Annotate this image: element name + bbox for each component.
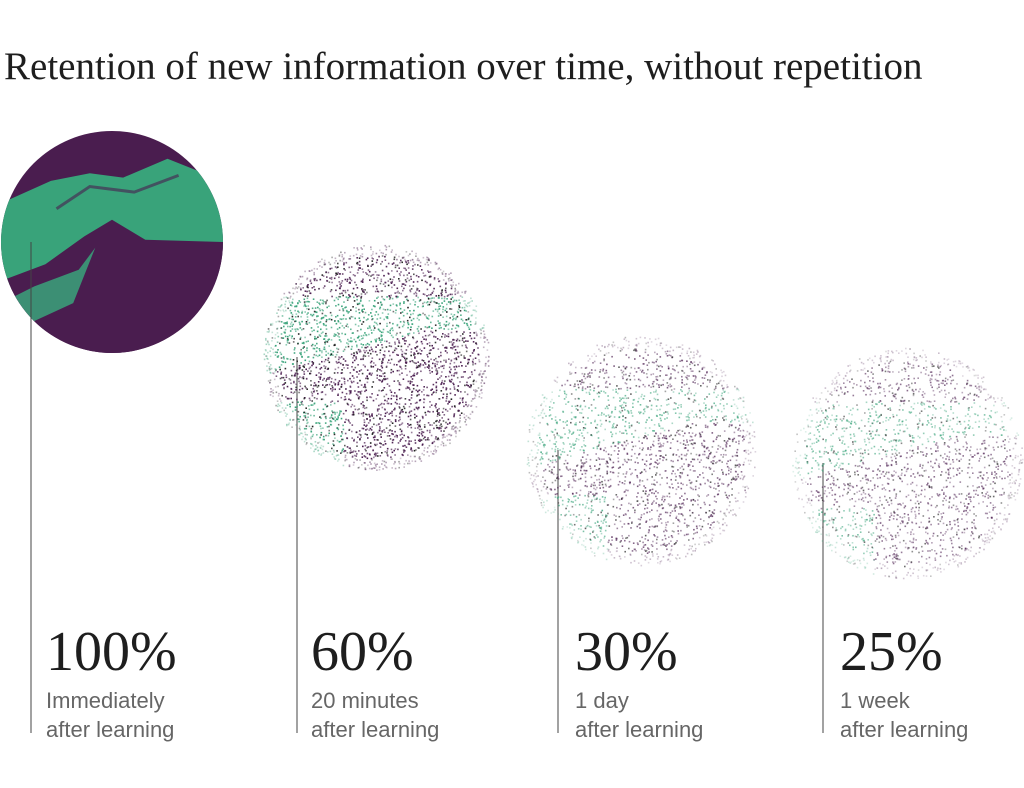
landscape-road — [1, 219, 223, 353]
time-label-line2: after learning — [840, 717, 969, 742]
value-label-25: 25% — [840, 621, 943, 683]
time-label-line2: after learning — [311, 717, 440, 742]
memory-image-speckled — [792, 347, 1024, 580]
stage-1-day — [526, 336, 757, 733]
value-label-100: 100% — [46, 621, 177, 683]
memory-image-speckled — [526, 336, 757, 567]
stage-1-week — [792, 347, 1024, 733]
time-label-line1: 1 day — [575, 688, 629, 713]
time-label-line1: 20 minutes — [311, 688, 419, 713]
label-immediately: 100% Immediately after learning — [46, 622, 276, 744]
value-label-60: 60% — [311, 621, 414, 683]
landscape-ridge — [55, 173, 180, 210]
label-20-minutes: 60% 20 minutes after learning — [311, 622, 541, 744]
stage-immediately — [1, 131, 223, 733]
memory-image-speckled — [263, 244, 490, 471]
time-label-line2: after learning — [575, 717, 704, 742]
time-label-line2: after learning — [46, 717, 175, 742]
chart-title: Retention of new information over time, … — [4, 45, 923, 88]
label-1-day: 30% 1 day after learning — [575, 622, 805, 744]
value-label-30: 30% — [575, 621, 678, 683]
time-label-line1: Immediately — [46, 688, 165, 713]
memory-image-clear — [1, 131, 223, 353]
stage-20-minutes — [263, 244, 490, 733]
label-1-week: 25% 1 week after learning — [840, 622, 1024, 744]
time-label-line1: 1 week — [840, 688, 910, 713]
